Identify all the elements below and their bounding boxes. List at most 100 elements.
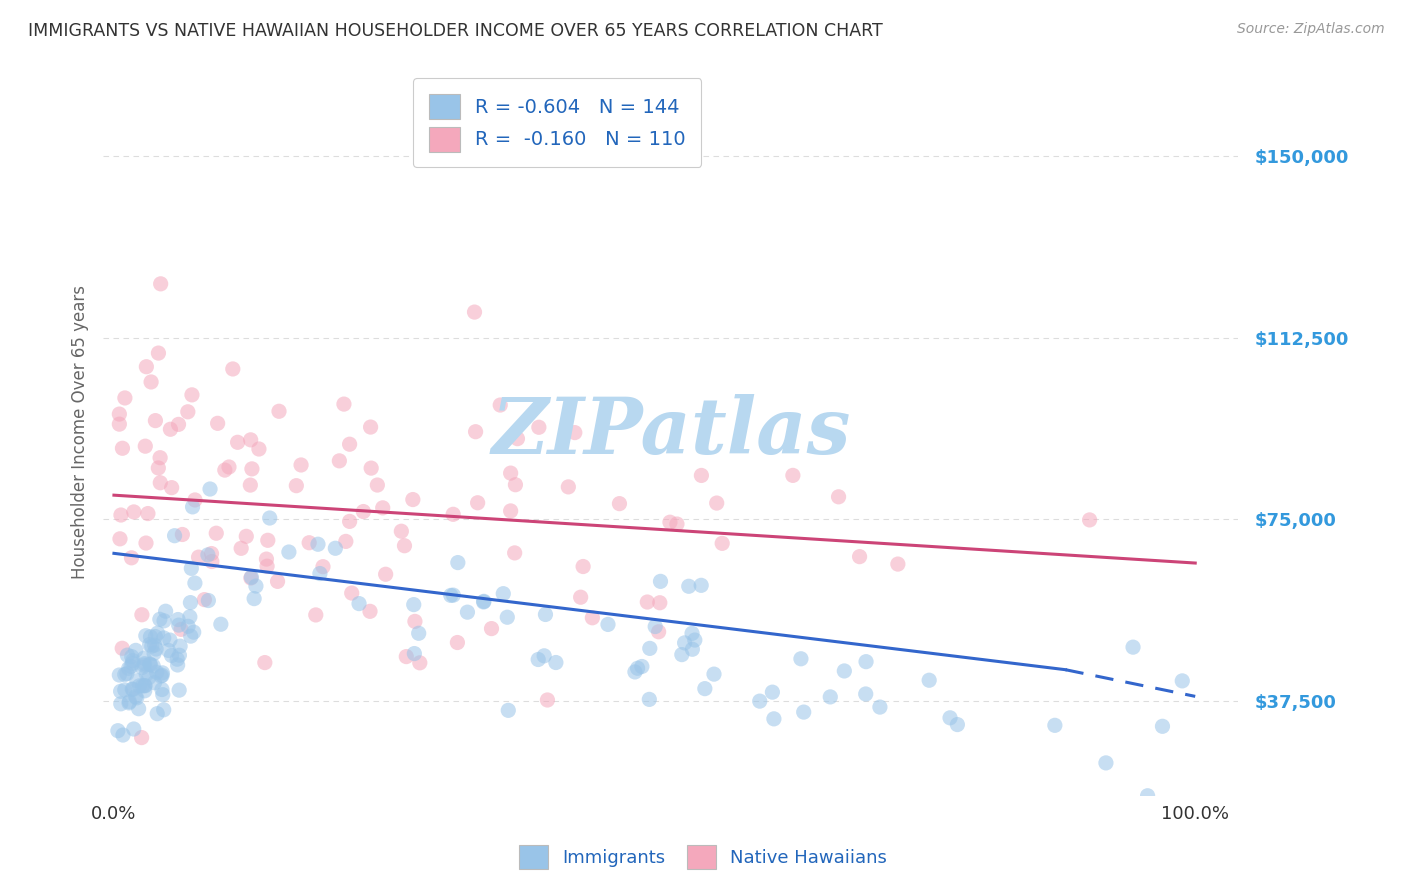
Point — [564, 425, 586, 440]
Point — [347, 597, 370, 611]
Point — [793, 705, 815, 719]
Point — [231, 541, 253, 556]
Point — [111, 442, 134, 456]
Point — [149, 612, 172, 626]
Point — [122, 505, 145, 519]
Point — [138, 657, 160, 671]
Point — [135, 536, 157, 550]
Point — [441, 588, 464, 602]
Point — [135, 359, 157, 374]
Point — [671, 648, 693, 662]
Point — [333, 397, 356, 411]
Point — [693, 681, 716, 696]
Point — [544, 656, 567, 670]
Point — [125, 690, 148, 705]
Point — [245, 579, 267, 593]
Point — [1171, 673, 1194, 688]
Point — [404, 647, 426, 661]
Point — [167, 417, 190, 432]
Point — [1122, 640, 1144, 655]
Point — [312, 559, 335, 574]
Point — [146, 706, 169, 721]
Point — [307, 537, 329, 551]
Legend: R = -0.604   N = 144, R =  -0.160   N = 110: R = -0.604 N = 144, R = -0.160 N = 110 — [413, 78, 702, 167]
Point — [160, 648, 183, 663]
Point — [447, 556, 470, 570]
Point — [149, 450, 172, 465]
Point — [180, 629, 202, 643]
Point — [107, 723, 129, 738]
Point — [536, 693, 558, 707]
Point — [678, 579, 700, 593]
Point — [145, 630, 167, 644]
Point — [122, 722, 145, 736]
Point — [267, 404, 290, 418]
Point — [200, 547, 222, 561]
Point — [110, 697, 132, 711]
Point — [1136, 789, 1159, 803]
Point — [177, 619, 200, 633]
Point — [181, 500, 204, 514]
Point — [761, 685, 783, 699]
Point — [339, 437, 361, 451]
Point — [235, 529, 257, 543]
Point — [184, 492, 207, 507]
Point — [505, 477, 527, 491]
Point — [946, 717, 969, 731]
Point — [179, 610, 201, 624]
Point — [631, 659, 654, 673]
Point — [1043, 718, 1066, 732]
Point — [114, 667, 136, 681]
Point — [209, 617, 232, 632]
Point — [134, 679, 156, 693]
Point — [673, 636, 696, 650]
Point — [131, 679, 153, 693]
Point — [131, 607, 153, 622]
Point — [581, 611, 603, 625]
Point — [703, 667, 725, 681]
Point — [1095, 756, 1118, 770]
Point — [472, 595, 495, 609]
Point — [167, 613, 190, 627]
Point — [636, 595, 658, 609]
Point — [226, 435, 249, 450]
Point — [120, 659, 142, 673]
Point — [290, 458, 312, 472]
Text: IMMIGRANTS VS NATIVE HAWAIIAN HOUSEHOLDER INCOME OVER 65 YEARS CORRELATION CHART: IMMIGRANTS VS NATIVE HAWAIIAN HOUSEHOLDE… — [28, 22, 883, 40]
Point — [638, 692, 661, 706]
Point — [201, 554, 224, 568]
Point — [118, 696, 141, 710]
Point — [239, 478, 262, 492]
Point — [389, 524, 412, 539]
Point — [166, 652, 188, 666]
Point — [121, 657, 143, 671]
Point — [499, 466, 522, 480]
Point — [239, 571, 262, 585]
Point — [141, 639, 163, 653]
Point — [138, 638, 160, 652]
Point — [214, 463, 236, 477]
Point — [122, 682, 145, 697]
Point — [527, 652, 550, 666]
Point — [118, 661, 141, 675]
Point — [207, 417, 229, 431]
Point — [132, 651, 155, 665]
Point — [681, 626, 703, 640]
Point — [855, 655, 877, 669]
Point — [163, 529, 186, 543]
Point — [139, 657, 162, 672]
Point — [135, 667, 157, 681]
Point — [114, 682, 136, 697]
Point — [152, 688, 174, 702]
Point — [254, 552, 277, 566]
Point — [352, 504, 374, 518]
Point — [143, 638, 166, 652]
Point — [259, 511, 281, 525]
Point — [557, 480, 579, 494]
Point — [125, 643, 148, 657]
Point — [145, 642, 167, 657]
Point — [869, 700, 891, 714]
Point — [145, 665, 167, 680]
Point — [1152, 719, 1174, 733]
Point — [748, 694, 770, 708]
